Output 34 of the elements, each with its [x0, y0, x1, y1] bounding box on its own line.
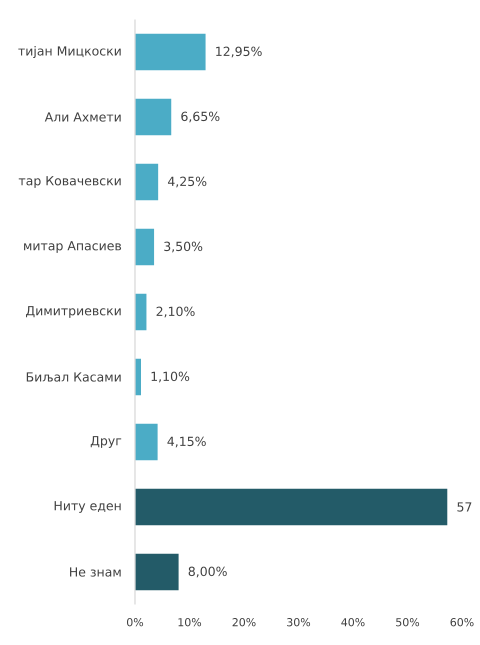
data-label: 4,25% [168, 176, 206, 188]
bar [135, 424, 158, 460]
x-tick-label: 20% [232, 618, 256, 626]
data-label: 8,00% [188, 566, 227, 578]
x-tick-label: 50% [396, 618, 420, 626]
y-tick-label: Не знам [70, 567, 121, 577]
y-tick-label: Али Ахмети [44, 112, 121, 122]
y-tick-label: тар Ковачевски [18, 176, 121, 188]
data-label: 4,15% [167, 436, 206, 448]
y-tick-label: Биљал Касами [26, 372, 121, 382]
bar [135, 98, 172, 136]
data-label: 6,65% [181, 112, 220, 122]
bar [135, 34, 206, 70]
data-label: 1,10% [152, 372, 190, 382]
bar [135, 164, 158, 200]
y-tick-label: тијан Мицкоски [18, 46, 121, 58]
bar [135, 294, 146, 330]
data-label: 3,50% [164, 242, 202, 252]
data-label: 2,10% [156, 306, 195, 318]
y-tick-label: Ниту еден [54, 501, 121, 513]
x-tick-label: 40% [341, 618, 365, 626]
x-tick-label: 60% [450, 618, 474, 626]
y-tick-label: Димитриевски [26, 306, 121, 318]
y-tick-label: митар Апасиев [24, 241, 122, 253]
bar [135, 228, 154, 266]
x-tick-label: 30% [287, 618, 310, 626]
y-tick-label: Друг [90, 436, 122, 448]
bar [135, 488, 448, 526]
x-tick-label: 0% [126, 618, 144, 626]
data-label: 12,95% [216, 46, 262, 58]
data-label: 57 [457, 502, 472, 512]
x-tick-label: 10% [178, 618, 202, 626]
bar [135, 358, 141, 396]
bar [135, 554, 179, 590]
